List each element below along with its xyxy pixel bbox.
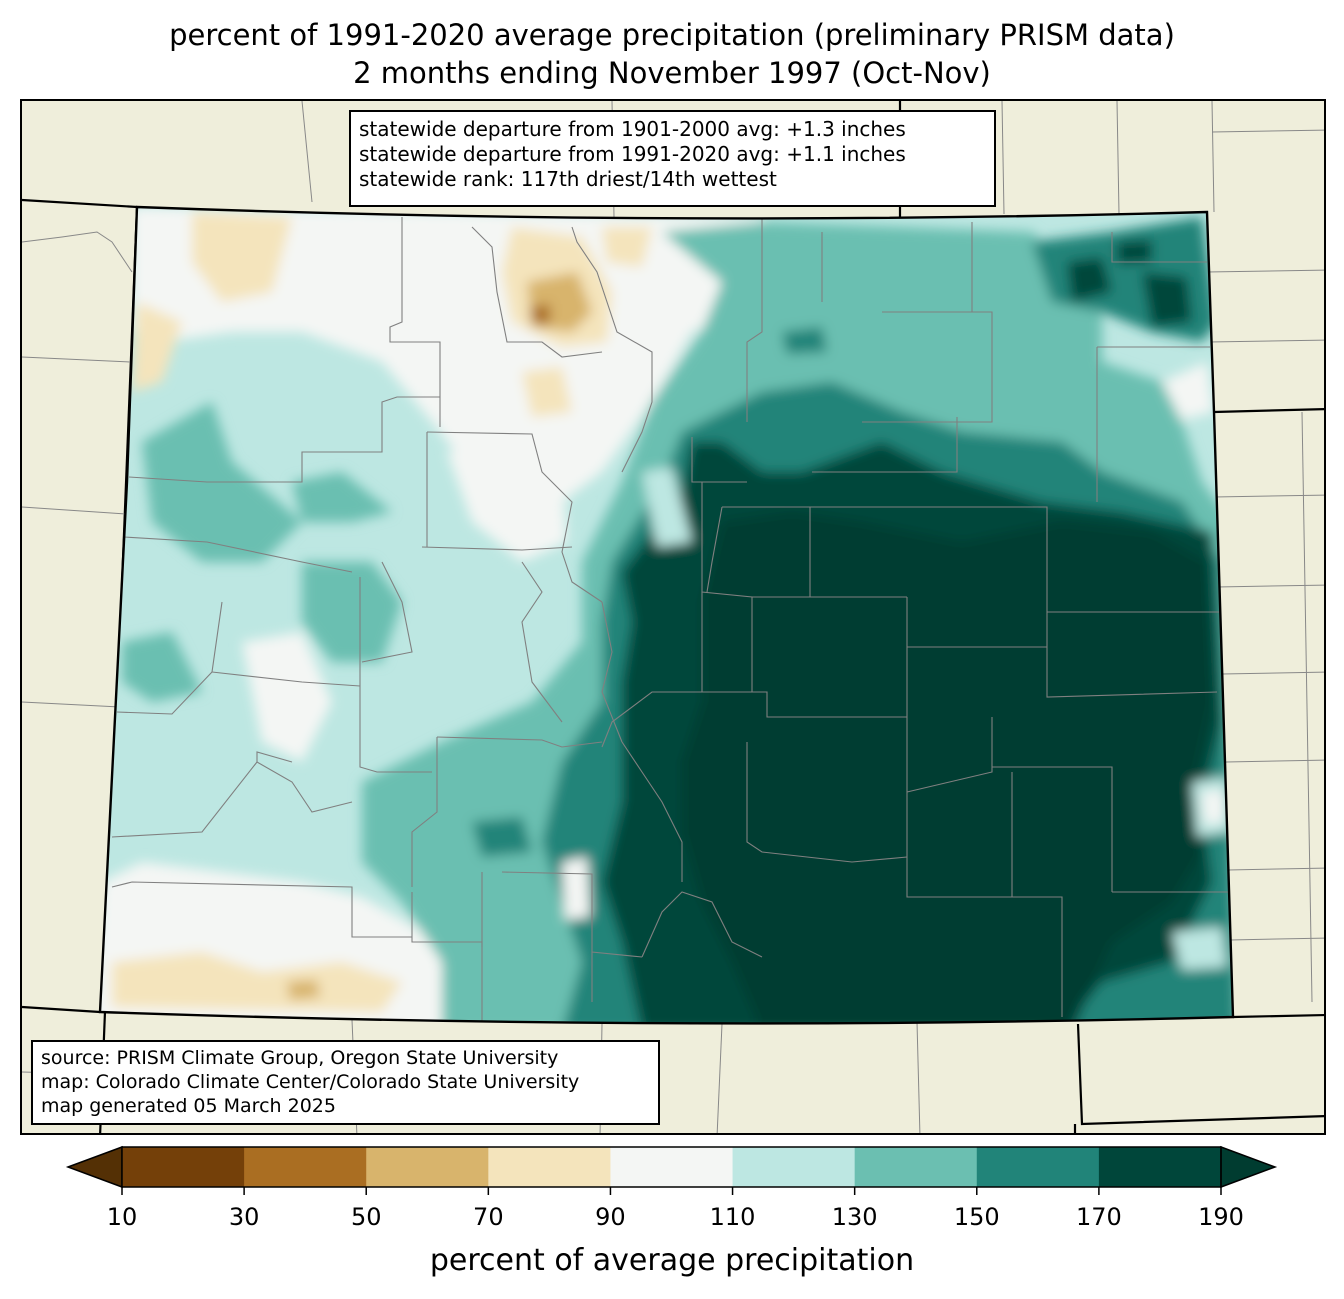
colorbar-over-arrow [1220,1145,1278,1189]
colorbar-tick-label: 70 [473,1203,504,1231]
stats-line-2: statewide departure from 1991-2020 avg: … [359,142,906,166]
stats-line-1: statewide departure from 1901-2000 avg: … [359,117,906,141]
colorbar-segment [366,1147,489,1187]
colorbar-segment [976,1147,1100,1187]
colorbar-tick-label: 110 [709,1203,756,1231]
colorbar-tick-label: 30 [228,1203,260,1231]
colorbar-segment [488,1147,611,1187]
colorbar-outline [121,1146,1222,1188]
colorbar-label: percent of average precipitation [429,1243,915,1278]
colorbar-tick-label: 190 [1198,1203,1244,1231]
colorbar-tick-label: 10 [106,1203,138,1231]
colorbar-segment [610,1147,734,1187]
colorbar-segment [854,1147,978,1187]
colorbar-tick-label: 50 [350,1203,382,1231]
statewide-stats-box: statewide departure from 1901-2000 avg: … [349,110,996,207]
map-frame [20,99,1326,1135]
precipitation-contours [100,207,1233,1024]
source-line-1: source: PRISM Climate Group, Oregon Stat… [41,1047,559,1069]
source-line-3: map generated 05 March 2025 [41,1095,336,1117]
colorbar-tick-label: 150 [953,1203,1000,1231]
county-lines [111,217,1230,1022]
contour-near-normal [100,207,1233,1024]
colorbar-ticks [121,1187,1222,1195]
colorbar-under-arrow [65,1145,123,1189]
colorbar-tick-label: 130 [831,1203,878,1231]
colorbar-tick-label: 90 [595,1203,626,1231]
colorbar-segment [732,1147,856,1187]
source-line-2: map: Colorado Climate Center/Colorado St… [41,1071,580,1093]
precipitation-map [22,101,1324,1133]
colorbar-segment [122,1147,245,1187]
colorado-border [98,205,1235,1025]
map-title-line-1: percent of 1991-2020 average precipitati… [169,18,1175,52]
stats-line-3: statewide rank: 117th driest/14th wettes… [359,167,777,191]
colorbar-segment [1098,1147,1222,1187]
map-title-line-2: 2 months ending November 1997 (Oct-Nov) [353,56,991,90]
colorbar-segments [122,1147,1222,1187]
colorbar-segment [244,1147,367,1187]
source-credit-box: source: PRISM Climate Group, Oregon Stat… [31,1040,660,1125]
colorbar [65,1145,1278,1195]
colorbar-tick-label: 170 [1075,1203,1122,1231]
